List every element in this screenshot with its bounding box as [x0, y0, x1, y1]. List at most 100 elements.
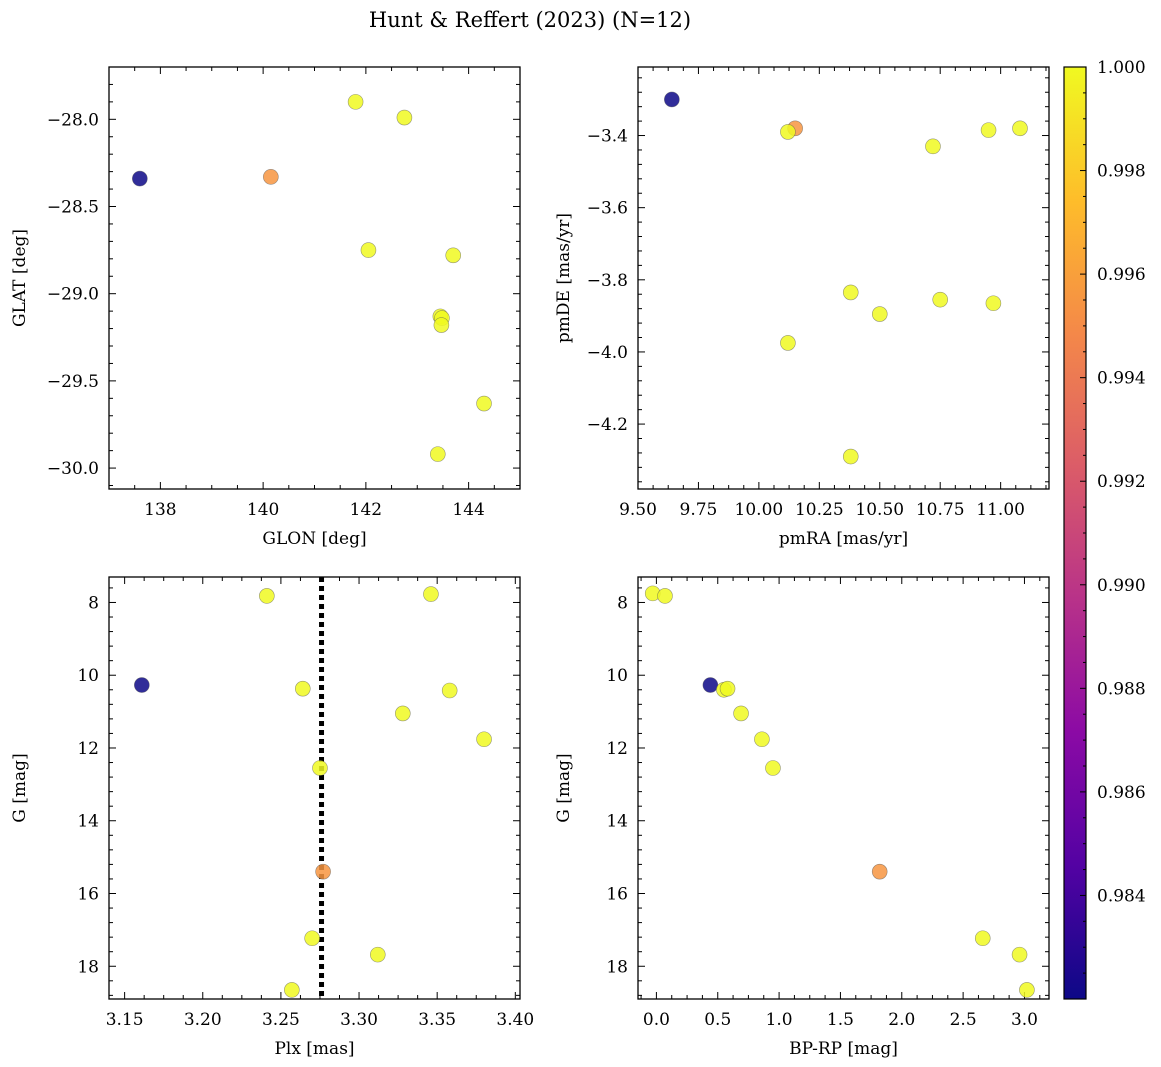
panel-pos: 138 140 142 144 −28.0 −28.5 −29.0 −29.5 −30.0 GLO…: [10, 66, 521, 549]
panels: 138 140 142 144 −28.0 −28.5 −29.0 −29.5 −30.0 GLO…: [10, 66, 1050, 1059]
y-tick-label: −3.4: [587, 127, 628, 147]
data-point: [733, 705, 749, 722]
data-point: [304, 930, 320, 947]
x-tick-label: 3.25: [262, 1010, 300, 1030]
data-point: [312, 760, 328, 776]
data-point: [657, 588, 673, 604]
data-point: [925, 138, 941, 155]
colorbar-tick-label: 0.984: [1097, 886, 1146, 906]
y-tick-label: 14: [606, 812, 628, 832]
data-point: [263, 169, 279, 185]
data-point: [396, 109, 413, 126]
colorbar-tick-label: 1.000: [1097, 58, 1146, 78]
colorbar-tick-label: 0.988: [1097, 679, 1146, 699]
data-point: [754, 731, 770, 748]
colorbar-tick-label: 0.992: [1097, 472, 1146, 492]
x-tick-label: 11.00: [976, 500, 1025, 520]
y-tick-label: −29.5: [47, 372, 99, 392]
panel-cmd: 0.0 0.5 1.0 1.5 2.0 2.5 3.0 8 10 12 14 16 18 BP-RP [m…: [554, 576, 1050, 1059]
y-tick-label: −4.0: [587, 343, 628, 363]
y-tick-label: 12: [77, 739, 99, 759]
x-tick-label: 3.20: [184, 1010, 222, 1030]
x-tick-label: 144: [452, 500, 484, 520]
data-point: [394, 705, 411, 722]
x-tick-label: 2.0: [888, 1010, 915, 1030]
data-point: [1012, 120, 1028, 137]
x-tick-label: 0.0: [643, 1010, 670, 1030]
data-point: [842, 284, 859, 301]
data-point: [423, 586, 439, 602]
y-tick-label: −28.5: [47, 198, 99, 218]
data-point: [1019, 982, 1035, 998]
y-axis-label: GLAT [deg]: [10, 229, 30, 327]
colorbar-tick-label: 0.990: [1097, 576, 1146, 596]
axes-frame: [108, 66, 521, 490]
data-point: [980, 122, 997, 138]
data-point: [780, 335, 796, 351]
colorbar-gradient: [1063, 66, 1087, 1000]
data-point: [134, 677, 150, 693]
colorbar-tick-label: 0.994: [1097, 369, 1146, 389]
data-point: [664, 91, 680, 108]
axes-frame: [637, 576, 1050, 1000]
x-tick-label: 10.75: [916, 500, 965, 520]
x-tick-label: 3.30: [340, 1010, 378, 1030]
data-point: [433, 317, 450, 333]
x-tick-label: 9.75: [680, 500, 718, 520]
data-point: [476, 395, 492, 412]
x-axis-label: Plx [mas]: [274, 1039, 354, 1059]
data-point: [1011, 946, 1028, 963]
data-point: [765, 760, 781, 776]
data-point: [842, 448, 859, 465]
colorbar-tick-label: 0.998: [1097, 162, 1146, 182]
y-axis-label: pmDE [mas/yr]: [554, 213, 574, 343]
x-tick-label: 10.50: [855, 500, 904, 520]
y-tick-label: −30.0: [47, 459, 99, 479]
data-point: [369, 946, 386, 963]
y-tick-label: 12: [606, 739, 628, 759]
x-tick-label: 3.40: [496, 1010, 534, 1030]
x-tick-label: 0.5: [704, 1010, 731, 1030]
data-point: [974, 930, 991, 947]
data-point: [360, 242, 377, 258]
colorbar-tick-label: 0.996: [1097, 265, 1146, 285]
x-tick-label: 138: [144, 500, 176, 520]
x-tick-label: 9.50: [619, 500, 657, 520]
data-point: [259, 588, 275, 604]
y-tick-label: 10: [77, 666, 99, 686]
y-tick-label: 10: [606, 666, 628, 686]
data-point: [284, 982, 300, 998]
colorbar-tick-label: 0.986: [1097, 783, 1146, 803]
x-axis-label: pmRA [mas/yr]: [779, 529, 908, 549]
x-tick-label: 3.15: [106, 1010, 144, 1030]
y-tick-label: 18: [606, 957, 628, 977]
x-tick-label: 3.35: [418, 1010, 456, 1030]
x-axis-label: BP-RP [mag]: [789, 1039, 898, 1059]
y-tick-label: 8: [617, 593, 628, 613]
data-point: [294, 680, 311, 697]
x-tick-label: 2.5: [950, 1010, 977, 1030]
axes-frame: [637, 66, 1050, 490]
y-tick-label: 16: [77, 885, 99, 905]
axes-frame: [108, 576, 521, 1000]
y-tick-label: −3.8: [587, 271, 628, 291]
data-point: [932, 291, 949, 308]
y-tick-label: 18: [77, 957, 99, 977]
panel-plx: 3.15 3.20 3.25 3.30 3.35 3.40 8 10 12 14 16 18 Plx […: [10, 576, 534, 1059]
colorbar: 0.984 0.986 0.988 0.990 0.992 0.994 0.996 0.998…: [1063, 58, 1146, 1000]
data-point: [441, 682, 458, 699]
data-point: [315, 863, 331, 880]
data-point: [780, 124, 796, 140]
y-tick-label: 16: [606, 885, 628, 905]
data-point: [871, 306, 888, 322]
figure-title: Hunt & Reffert (2023) (N=12): [369, 8, 691, 32]
data-point: [871, 863, 888, 880]
y-tick-label: −4.2: [587, 415, 628, 435]
data-point: [719, 680, 736, 697]
y-tick-label: −3.6: [587, 199, 628, 219]
x-tick-label: 3.0: [1011, 1010, 1038, 1030]
y-tick-label: 14: [77, 812, 99, 832]
x-tick-label: 142: [350, 500, 382, 520]
y-axis-label: G [mag]: [554, 753, 574, 822]
